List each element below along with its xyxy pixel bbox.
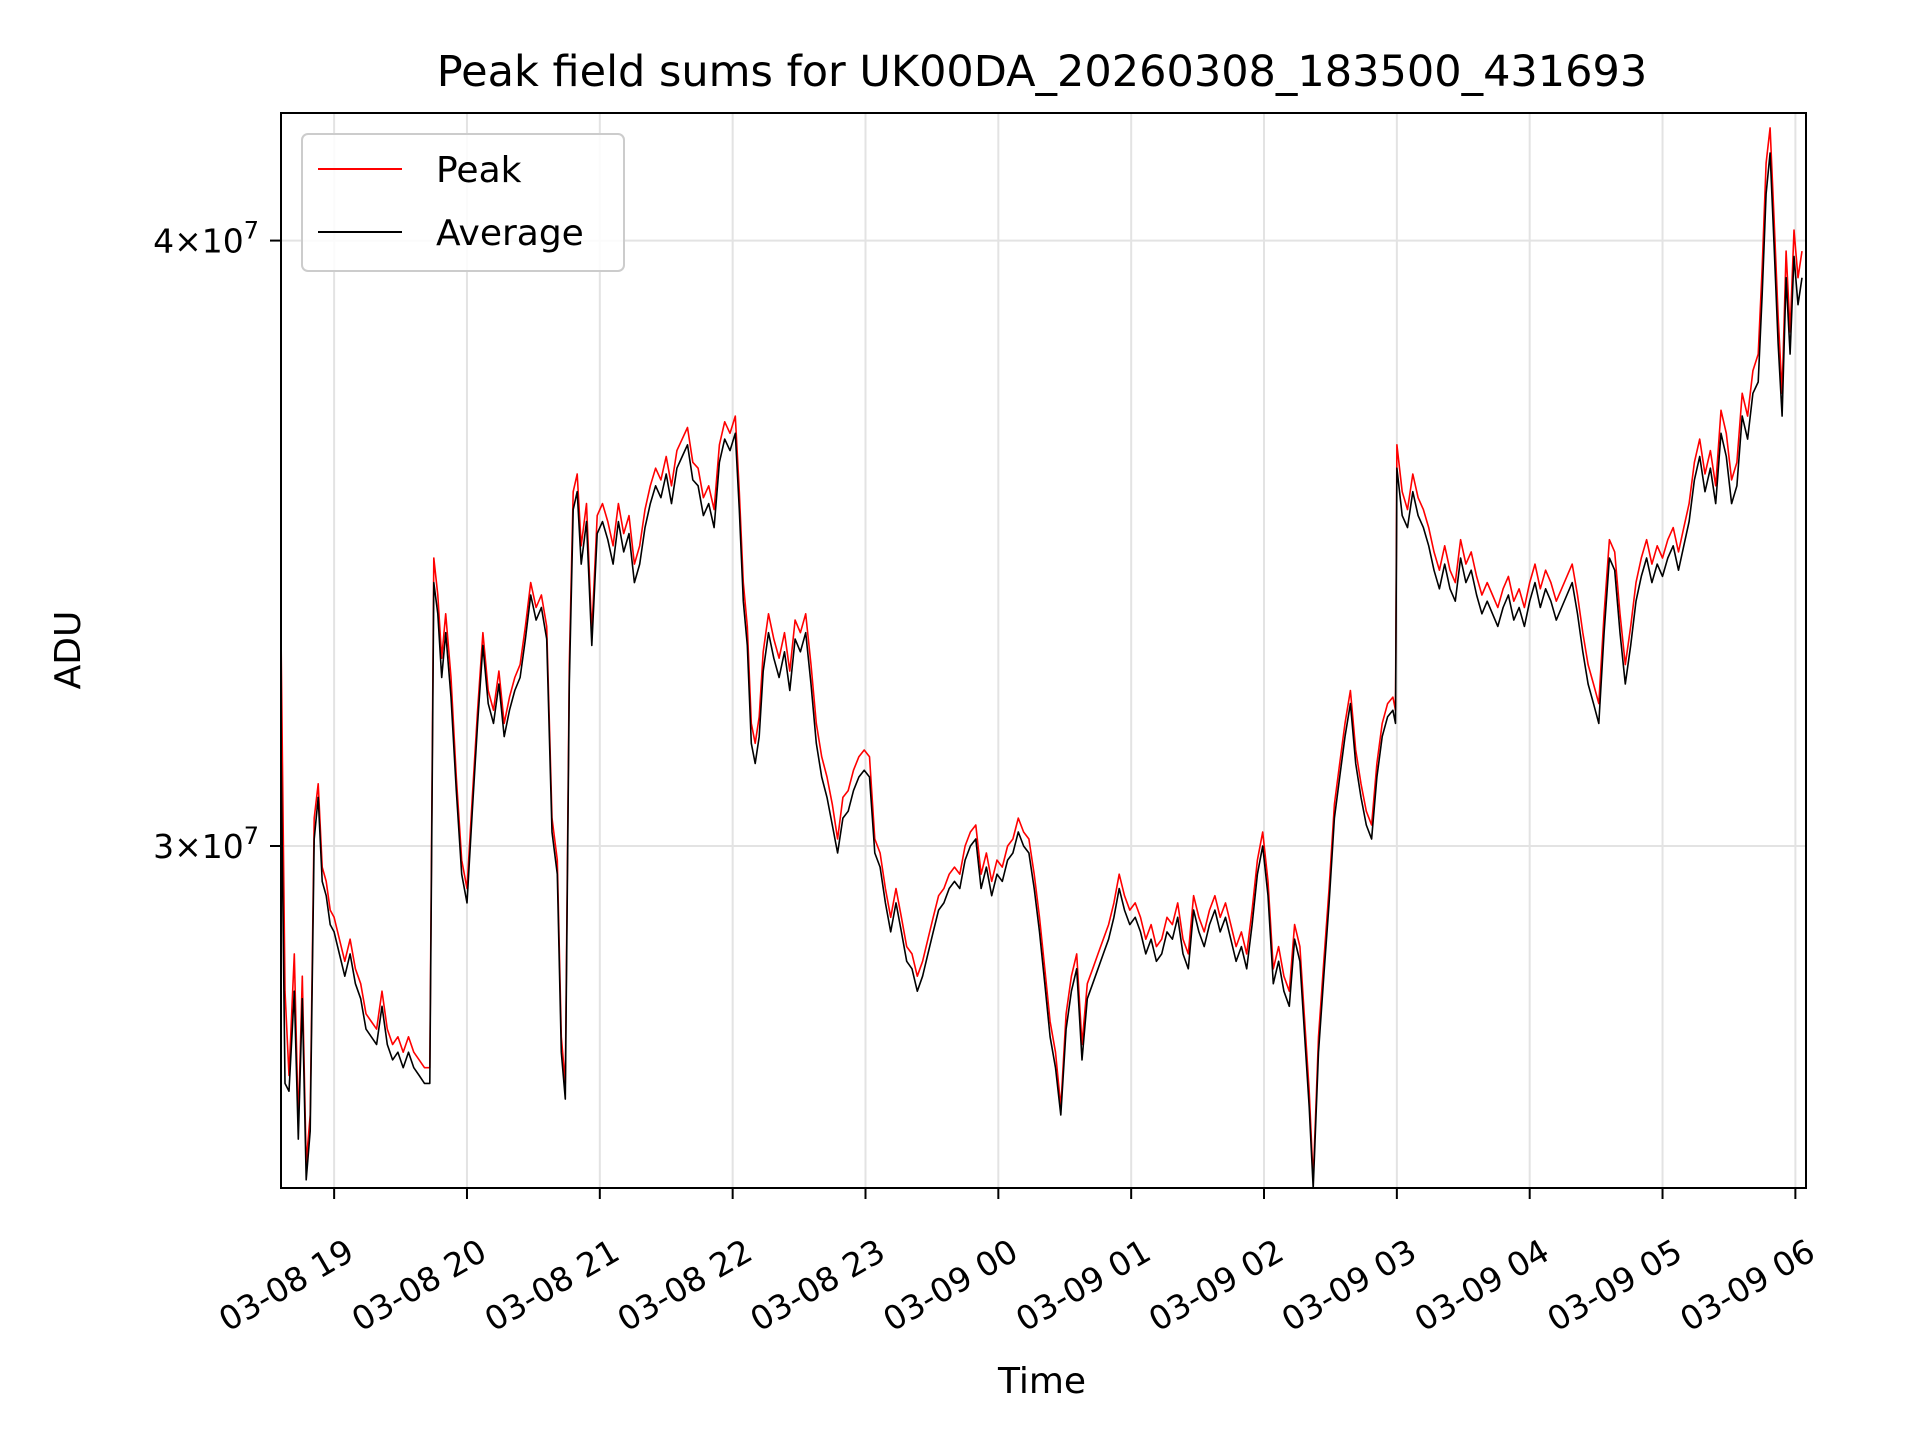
y-tick-label: 4×107 bbox=[153, 217, 259, 261]
y-axis-label: ADU bbox=[48, 611, 89, 690]
series-line-peak bbox=[281, 127, 1803, 1181]
legend-label-peak: Peak bbox=[436, 150, 522, 191]
series-line-average bbox=[281, 152, 1803, 1188]
y-axis-ticks: 3×107 4×107 bbox=[153, 217, 281, 866]
legend: Peak Average bbox=[301, 133, 625, 272]
chart-title: Peak field sums for UK00DA_20260308_1835… bbox=[437, 47, 1647, 97]
grid bbox=[281, 113, 1806, 1188]
x-axis-label: Time bbox=[997, 1361, 1086, 1402]
legend-label-average: Average bbox=[436, 213, 584, 254]
y-tick-label: 3×107 bbox=[153, 822, 259, 866]
series-layer bbox=[281, 127, 1803, 1188]
plot-frame bbox=[280, 112, 1807, 1189]
